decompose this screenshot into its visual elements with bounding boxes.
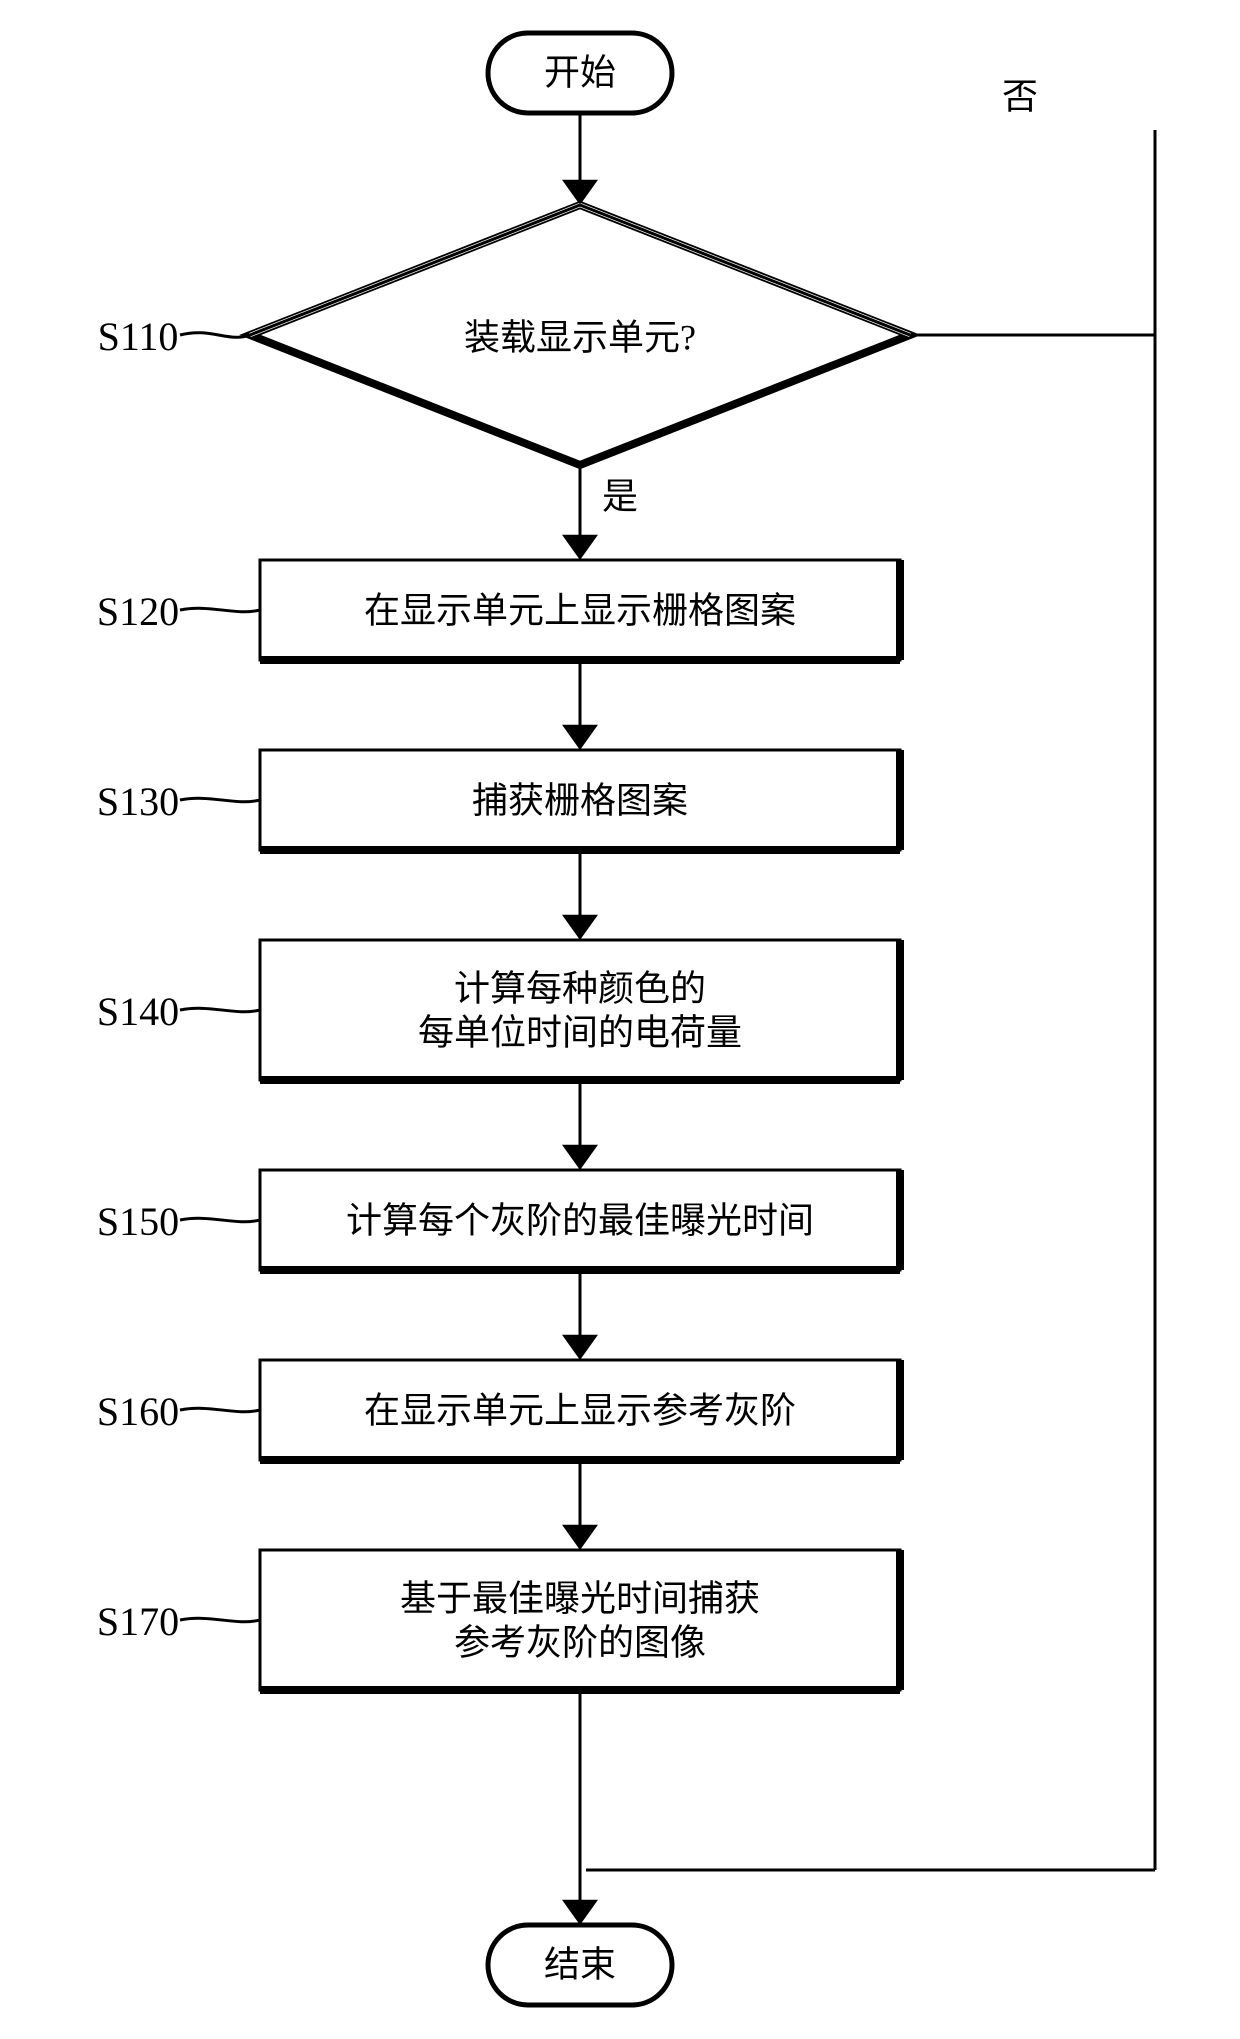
step-label-s160: S160	[97, 1389, 179, 1434]
step-label-s140: S140	[97, 989, 179, 1034]
process-s170	[260, 1550, 900, 1690]
process-text: 参考灰阶的图像	[454, 1622, 706, 1662]
step-label-s170: S170	[97, 1599, 179, 1644]
step-label-s150: S150	[97, 1199, 179, 1244]
process-s140	[260, 940, 900, 1080]
decision-text: 装载显示单元?	[464, 317, 696, 357]
process-text: 计算每种颜色的	[454, 968, 706, 1008]
process-text: 在显示单元上显示参考灰阶	[364, 1390, 796, 1430]
step-label-s130: S130	[97, 779, 179, 824]
step-label-s110: S110	[98, 314, 179, 359]
end-label: 结束	[544, 1944, 616, 1984]
start-label: 开始	[544, 52, 616, 92]
process-text: 在显示单元上显示栅格图案	[364, 590, 796, 630]
edge-label-no: 否	[1002, 76, 1038, 116]
step-label-s120: S120	[97, 589, 179, 634]
process-text: 每单位时间的电荷量	[418, 1012, 742, 1052]
edge-label-yes: 是	[602, 476, 638, 516]
process-text: 基于最佳曝光时间捕获	[400, 1578, 760, 1618]
process-text: 捕获栅格图案	[472, 780, 688, 820]
process-text: 计算每个灰阶的最佳曝光时间	[346, 1200, 814, 1240]
flowchart: 开始装载显示单元? S110 是 否在显示单元上显示栅格图案 S120 捕获栅格图案 S13…	[0, 0, 1240, 2039]
